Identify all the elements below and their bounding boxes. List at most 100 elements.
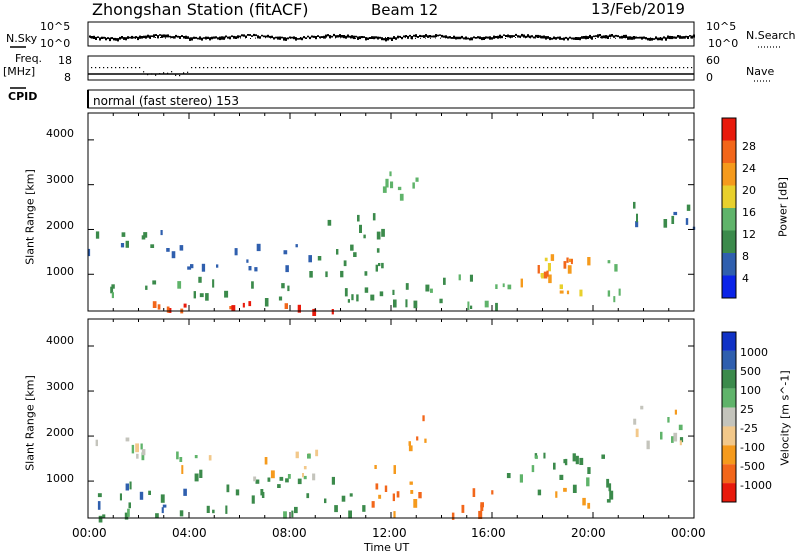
nsky-trace (615, 34, 617, 37)
power-cell (635, 221, 639, 228)
velocity-colorbar-swatch (722, 350, 736, 370)
velocity-cell (97, 501, 101, 510)
nsearch-trace (560, 37, 561, 39)
nsky-trace (525, 35, 527, 38)
nsky-trace (341, 35, 343, 38)
nsky-trace (311, 35, 313, 38)
power-cell (212, 279, 215, 288)
velocity-cell (270, 470, 275, 479)
power-cell (160, 230, 163, 236)
power-cell (111, 284, 115, 289)
power-cell (607, 290, 611, 297)
nave-trace (595, 67, 597, 69)
nave-trace (239, 67, 241, 69)
nsky-trace (351, 35, 353, 39)
nave-trace (323, 67, 325, 69)
velocity-cell (124, 512, 129, 520)
power-cell (495, 284, 498, 289)
power-cell (495, 302, 498, 311)
power-cell (579, 289, 583, 297)
nsky-trace (337, 35, 339, 38)
nsky-trace (533, 36, 535, 39)
nsky-trace (257, 35, 259, 39)
power-colorbar-label: Power [dB] (776, 177, 790, 237)
power-cell (382, 186, 387, 193)
nsky-trace (411, 36, 413, 40)
nave-trace (679, 67, 681, 69)
velocity-cell (543, 452, 546, 459)
nsearch-trace (525, 37, 526, 39)
nave-trace (179, 75, 181, 77)
velocity-colorbar-swatch (722, 483, 736, 502)
p1-ylabel: Slant Range [km] (23, 169, 37, 265)
nsearch-trace (520, 37, 521, 39)
nsky-trace (449, 36, 451, 39)
velocity-cell (678, 424, 683, 431)
nsky-trace (141, 36, 143, 39)
velocity-cell (129, 481, 132, 490)
power-cell (166, 306, 170, 313)
nsearch-trace (410, 37, 411, 39)
nsearch-trace (635, 37, 636, 39)
power-cell (95, 231, 100, 239)
nave-trace (447, 67, 449, 69)
nsky-trace (177, 35, 179, 38)
nave-trace (347, 67, 349, 69)
power-cell (359, 224, 362, 233)
nave-trace (579, 67, 581, 69)
velocity-tick-neg100: -100 (740, 441, 765, 454)
power-cell (566, 290, 570, 295)
nsearch-trace (125, 37, 126, 39)
power-cell (183, 303, 187, 308)
velocity-cell (225, 505, 228, 514)
nave-trace (263, 67, 265, 69)
velocity-cell (135, 443, 139, 453)
nave-trace (135, 67, 137, 69)
power-cell (350, 244, 354, 251)
power-cell (229, 306, 234, 310)
velocity-cell (480, 504, 484, 511)
power-cell (295, 244, 298, 248)
nave-trace (147, 74, 149, 76)
velocity-cell (208, 455, 212, 461)
nsky-trace (207, 36, 209, 39)
nsky-trace (423, 35, 425, 38)
nsky-trace (189, 37, 191, 41)
nsearch-trace (500, 37, 501, 39)
nave-trace (599, 67, 601, 69)
nsky-trace (643, 36, 645, 39)
nave-trace (547, 67, 549, 69)
nsearch-trace (370, 37, 371, 39)
nsky-trace (543, 35, 545, 39)
nsearch-trace (425, 37, 426, 39)
velocity-cell (587, 502, 591, 509)
velocity-cell (579, 457, 584, 465)
power-cell (242, 302, 245, 308)
velocity-cell (537, 489, 542, 496)
nave-trace (467, 67, 469, 69)
nave-trace (603, 67, 605, 69)
nsky-trace (685, 35, 687, 38)
nsky-trace (327, 34, 329, 37)
nave-trace (307, 67, 309, 69)
nsky-trace (377, 36, 379, 40)
nsky-trace (419, 34, 421, 37)
nsearch-trace (290, 37, 291, 39)
power-colorbar-swatch (722, 275, 736, 298)
power-cell (543, 271, 548, 279)
nsky-trace (435, 34, 437, 38)
date-label: 13/Feb/2019 (591, 0, 685, 18)
power-cell (344, 288, 348, 297)
p2-ytick-4000: 4000 (46, 334, 74, 347)
velocity-cell (306, 493, 310, 499)
power-cell (439, 298, 443, 304)
nsky-trace (259, 36, 261, 39)
nsky-trace (299, 37, 301, 40)
nave-trace (567, 67, 569, 69)
nsky-trace (535, 34, 537, 38)
freq-tick-low: 8 (64, 71, 71, 84)
nsearch-trace (320, 37, 321, 39)
nsky-trace (89, 35, 91, 38)
nave-trace (95, 67, 97, 69)
velocity-cell (673, 432, 678, 442)
